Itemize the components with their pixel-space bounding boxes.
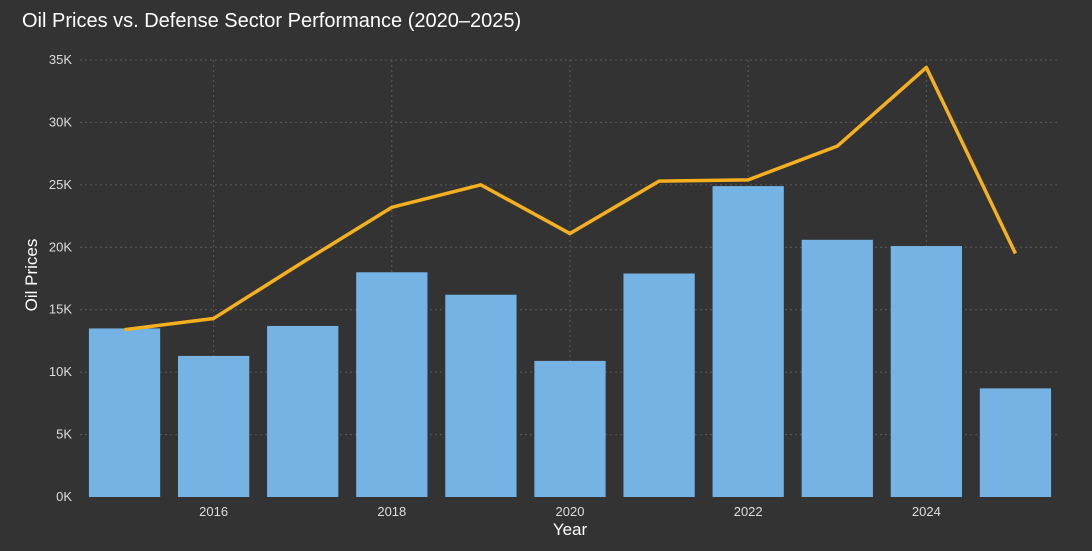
y-tick-label: 25K (49, 177, 72, 192)
y-tick-label: 15K (49, 302, 72, 317)
y-tick-label: 0K (56, 489, 72, 504)
bar (890, 246, 962, 497)
bar (88, 328, 161, 497)
x-tick-label: 2022 (734, 504, 763, 519)
y-tick-label: 20K (49, 239, 72, 254)
bar (178, 355, 250, 497)
bar (623, 273, 695, 497)
y-tick-label: 5K (56, 427, 72, 442)
x-axis-ticks: 2016 2018 2020 2022 2024 (199, 504, 941, 519)
bar (979, 388, 1052, 497)
y-tick-label: 10K (49, 364, 72, 379)
y-axis-title: Oil Prices (22, 239, 41, 312)
line-series-path (124, 65, 1018, 332)
y-tick-label: 30K (49, 114, 72, 129)
y-tick-label: 35K (49, 52, 72, 67)
chart-title: Oil Prices vs. Defense Sector Performanc… (22, 10, 522, 32)
line-series (124, 65, 1018, 332)
bar (712, 186, 784, 497)
x-axis-title: Year (553, 520, 588, 539)
x-tick-label: 2018 (377, 504, 406, 519)
x-tick-label: 2024 (912, 504, 941, 519)
bar (356, 272, 428, 497)
y-axis-ticks: 0K 5K 10K 15K 20K 25K 30K 35K (49, 52, 72, 504)
bar (445, 294, 517, 497)
bar (801, 239, 873, 497)
bar-series (88, 186, 1052, 497)
x-tick-label: 2016 (199, 504, 228, 519)
x-tick-label: 2020 (556, 504, 585, 519)
bar (267, 325, 339, 497)
bar (534, 360, 606, 497)
